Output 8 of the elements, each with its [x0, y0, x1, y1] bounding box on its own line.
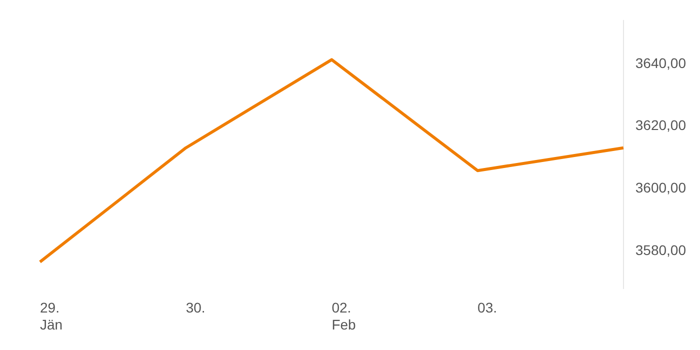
x-tick-label: 29. Jän	[40, 300, 63, 332]
x-tick-label: 02. Feb	[332, 300, 356, 332]
x-tick-label: 30.	[186, 300, 206, 316]
y-tick-label: 3580,00	[635, 242, 686, 258]
y-tick-label: 3640,00	[635, 54, 686, 71]
y-tick-label: 3600,00	[635, 180, 686, 196]
x-tick-label: 03.	[478, 300, 498, 316]
y-tick-label: 3620,00	[635, 117, 686, 134]
